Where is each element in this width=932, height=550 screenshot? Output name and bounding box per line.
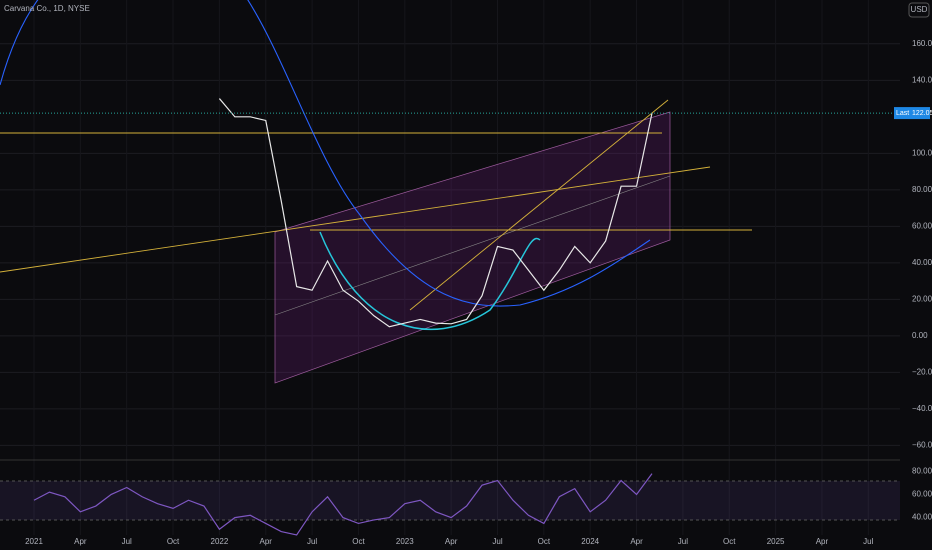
x-tick-label: Apr (445, 537, 458, 546)
moving-average (0, 0, 651, 307)
x-tick-label: 2024 (581, 537, 599, 546)
x-tick-label: Jul (307, 537, 317, 546)
x-tick-label: Oct (723, 537, 736, 546)
x-tick-label: Apr (630, 537, 643, 546)
y-tick-label: −20.00 (912, 367, 932, 376)
x-tick-label: Jul (492, 537, 502, 546)
x-tick-label: Oct (167, 537, 180, 546)
series-line (33, 473, 653, 536)
x-tick-label: 2021 (25, 537, 43, 546)
y-tick-label: −40.00 (912, 404, 932, 413)
y-tick-label: 20.00 (912, 294, 932, 303)
channel-mid (274, 175, 671, 316)
x-tick-label: Jul (863, 537, 873, 546)
x-tick-label: 2022 (211, 537, 229, 546)
last-price-box (894, 107, 930, 120)
y-tick-label: 60.00 (912, 221, 932, 230)
trend-line (409, 99, 669, 311)
x-tick-label: Apr (816, 537, 829, 546)
trend-line (0, 166, 711, 273)
currency-box (908, 2, 930, 18)
last-value: 122.05 (912, 110, 932, 117)
x-tick-label: Oct (538, 537, 551, 546)
rsi-band (0, 481, 900, 520)
last-label: Last (896, 110, 909, 117)
x-tick-label: 2025 (767, 537, 785, 546)
y-tick-label: 40.00 (912, 258, 932, 267)
y-tick-label: −60.00 (912, 441, 932, 450)
y-tick-label: 0.00 (912, 331, 928, 340)
y-tick-label: 40.00 (912, 513, 932, 522)
y-tick-label: 80.00 (912, 185, 932, 194)
x-tick-label: Jul (678, 537, 688, 546)
x-tick-label: Oct (352, 537, 365, 546)
y-tick-label: 160.00 (912, 39, 932, 48)
cup-pattern (319, 231, 541, 331)
chart-title: Carvana Co., 1D, NYSE (4, 4, 90, 13)
y-tick-label: 100.00 (912, 148, 932, 157)
grid (0, 0, 900, 535)
series-line (218, 98, 653, 328)
y-tick-label: 80.00 (912, 466, 932, 475)
y-tick-label: 140.00 (912, 75, 932, 84)
x-tick-label: Apr (260, 537, 273, 546)
y-tick-label: 60.00 (912, 490, 932, 499)
currency: USD (911, 5, 928, 14)
x-tick-label: Apr (74, 537, 87, 546)
x-tick-label: Jul (122, 537, 132, 546)
x-tick-label: 2023 (396, 537, 414, 546)
